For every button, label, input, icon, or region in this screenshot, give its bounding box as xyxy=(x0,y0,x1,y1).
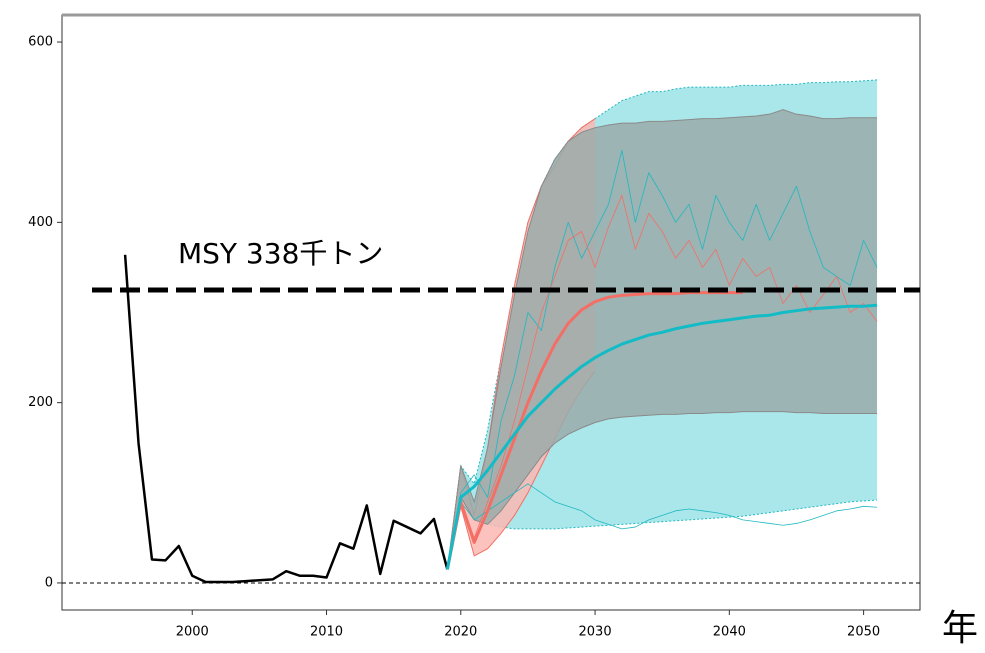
y-tick-label: 400 xyxy=(28,215,53,230)
y-tick-label: 0 xyxy=(45,575,53,590)
series-line xyxy=(123,254,449,584)
x-axis-label: 年 xyxy=(942,608,978,649)
y-tick-label: 600 xyxy=(28,35,53,50)
series-line xyxy=(446,149,878,570)
annotation: MSY 338千トン xyxy=(178,237,383,270)
band-edge xyxy=(446,411,878,570)
band-edge xyxy=(446,495,878,570)
x-tick-label: 2040 xyxy=(713,625,746,640)
y-tick-label: 200 xyxy=(28,395,53,410)
x-tick-label: 2000 xyxy=(176,625,209,640)
x-tick-label: 2020 xyxy=(444,625,477,640)
band-edge xyxy=(446,109,878,570)
x-tick-label: 2010 xyxy=(310,625,343,640)
x-tick-label: 2030 xyxy=(579,625,612,640)
series-line xyxy=(446,483,878,570)
series-line xyxy=(445,303,878,570)
series-line xyxy=(446,194,878,570)
series-line xyxy=(445,291,743,570)
x-tick-label: 2050 xyxy=(847,625,880,640)
plot-layer xyxy=(62,79,920,584)
band xyxy=(447,109,878,570)
